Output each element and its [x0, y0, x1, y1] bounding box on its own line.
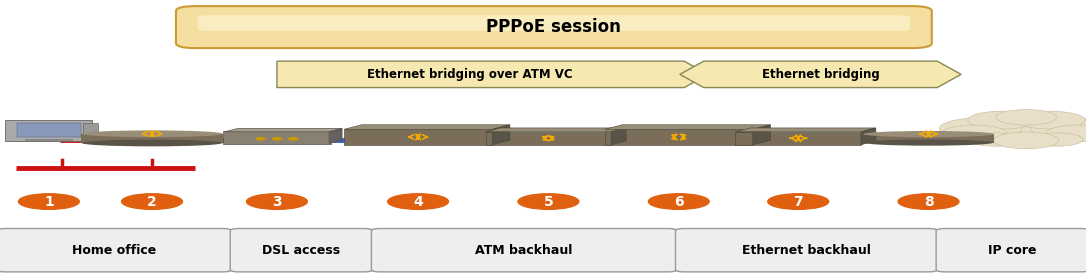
- Text: 1: 1: [45, 195, 53, 208]
- Ellipse shape: [863, 140, 994, 146]
- FancyBboxPatch shape: [344, 129, 492, 145]
- Text: 3: 3: [273, 195, 281, 208]
- Circle shape: [388, 194, 449, 209]
- Polygon shape: [611, 128, 627, 145]
- Text: 6: 6: [674, 195, 683, 208]
- Polygon shape: [680, 61, 961, 88]
- FancyBboxPatch shape: [81, 134, 223, 143]
- FancyBboxPatch shape: [936, 229, 1086, 272]
- FancyBboxPatch shape: [863, 134, 994, 143]
- FancyBboxPatch shape: [485, 132, 611, 145]
- Text: 5: 5: [544, 195, 553, 208]
- Polygon shape: [735, 128, 876, 132]
- Polygon shape: [753, 125, 771, 145]
- Circle shape: [1031, 118, 1086, 139]
- Circle shape: [18, 194, 79, 209]
- Text: 4: 4: [414, 195, 422, 208]
- Circle shape: [289, 138, 298, 140]
- Polygon shape: [277, 61, 708, 88]
- Text: 8: 8: [924, 195, 933, 208]
- Circle shape: [898, 194, 959, 209]
- Polygon shape: [225, 128, 342, 132]
- Polygon shape: [605, 125, 771, 129]
- Circle shape: [122, 194, 182, 209]
- Circle shape: [768, 194, 829, 209]
- FancyBboxPatch shape: [735, 132, 861, 145]
- Ellipse shape: [863, 131, 994, 137]
- Circle shape: [942, 125, 1007, 142]
- Circle shape: [1031, 133, 1083, 146]
- Text: Ethernet backhaul: Ethernet backhaul: [742, 244, 871, 257]
- FancyBboxPatch shape: [230, 229, 372, 272]
- Text: Ethernet bridging over ATM VC: Ethernet bridging over ATM VC: [367, 68, 572, 81]
- Circle shape: [994, 132, 1059, 149]
- Polygon shape: [861, 128, 876, 145]
- Ellipse shape: [81, 130, 223, 137]
- Text: 7: 7: [794, 195, 803, 208]
- Text: ATM backhaul: ATM backhaul: [476, 244, 572, 257]
- Polygon shape: [492, 125, 510, 145]
- FancyBboxPatch shape: [371, 229, 677, 272]
- Text: Home office: Home office: [72, 244, 156, 257]
- FancyBboxPatch shape: [0, 229, 231, 272]
- Circle shape: [968, 111, 1037, 129]
- FancyBboxPatch shape: [25, 139, 73, 141]
- Circle shape: [939, 118, 1022, 139]
- Circle shape: [1046, 125, 1086, 142]
- FancyBboxPatch shape: [675, 229, 937, 272]
- FancyBboxPatch shape: [5, 120, 92, 142]
- Circle shape: [996, 110, 1057, 125]
- Text: DSL access: DSL access: [263, 244, 340, 257]
- Circle shape: [273, 138, 281, 140]
- FancyBboxPatch shape: [16, 123, 81, 137]
- Text: PPPoE session: PPPoE session: [487, 18, 621, 36]
- FancyBboxPatch shape: [83, 123, 98, 140]
- Circle shape: [247, 194, 307, 209]
- Polygon shape: [485, 128, 627, 132]
- Polygon shape: [344, 125, 510, 129]
- Circle shape: [648, 194, 709, 209]
- Text: 2: 2: [148, 195, 156, 208]
- FancyBboxPatch shape: [176, 6, 932, 48]
- Circle shape: [1015, 111, 1085, 129]
- Circle shape: [970, 116, 1083, 145]
- Circle shape: [518, 194, 579, 209]
- Text: IP core: IP core: [988, 244, 1037, 257]
- FancyBboxPatch shape: [43, 140, 54, 141]
- Polygon shape: [329, 128, 342, 143]
- FancyBboxPatch shape: [605, 129, 753, 145]
- Ellipse shape: [81, 140, 223, 146]
- FancyBboxPatch shape: [198, 15, 910, 31]
- Text: Ethernet bridging: Ethernet bridging: [761, 68, 880, 81]
- FancyBboxPatch shape: [223, 131, 331, 144]
- Circle shape: [970, 133, 1022, 146]
- Circle shape: [256, 138, 265, 140]
